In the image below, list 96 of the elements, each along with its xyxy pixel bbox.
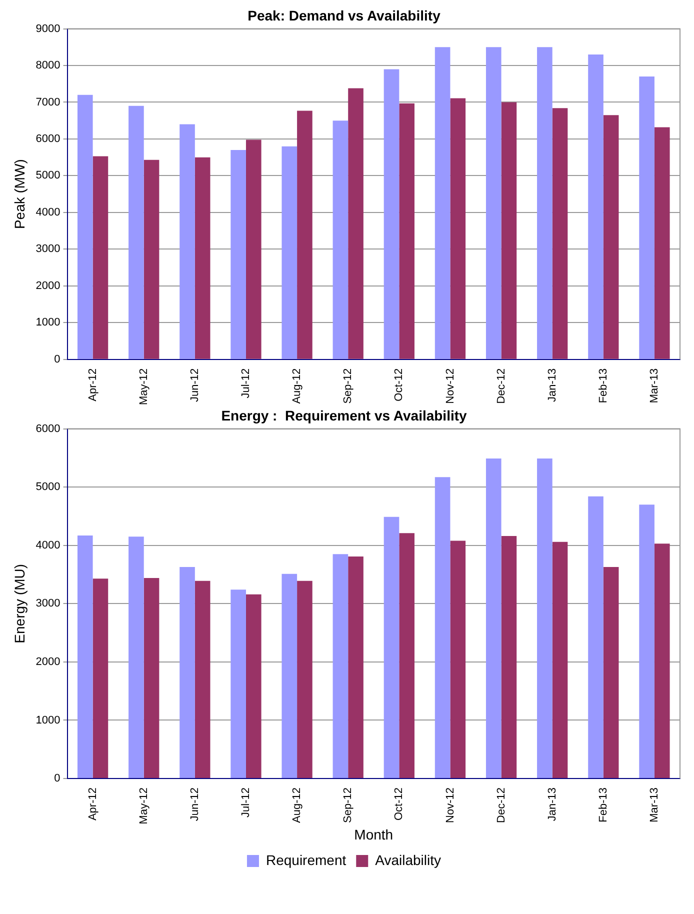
x-tick-label: Mar-13 — [648, 368, 660, 404]
y-tick-label: 7000 — [36, 96, 60, 108]
bar — [144, 160, 160, 359]
y-tick-label: 0 — [54, 772, 60, 785]
bar — [537, 47, 552, 359]
bar — [194, 580, 210, 778]
y-tick-label: 2000 — [36, 280, 60, 292]
bar — [588, 496, 604, 778]
x-tick-label: Sep-12 — [342, 368, 354, 404]
y-axis-title: Energy (MU) — [11, 564, 28, 644]
bar — [77, 94, 93, 359]
bar — [588, 54, 604, 359]
bar — [194, 157, 210, 359]
y-tick-label: 6000 — [36, 133, 60, 146]
y-tick-label: 9000 — [36, 22, 60, 35]
bar — [230, 590, 246, 778]
y-tick-label: 1000 — [36, 316, 60, 329]
y-tick-label: 8000 — [36, 60, 60, 72]
x-tick-label: Apr-12 — [86, 368, 99, 402]
bar — [434, 47, 450, 359]
bar — [332, 554, 348, 778]
bar — [297, 110, 312, 359]
bar — [282, 146, 298, 359]
x-tick-label: Mar-13 — [648, 788, 660, 822]
bar — [180, 124, 195, 359]
x-tick-label: May-12 — [138, 788, 150, 824]
y-tick-label: 6000 — [36, 422, 60, 435]
x-tick-label: Feb-13 — [597, 368, 610, 404]
bar — [552, 108, 568, 359]
bar — [297, 580, 312, 778]
bar — [450, 98, 466, 359]
bar — [77, 535, 93, 778]
x-tick-label: Apr-12 — [86, 788, 99, 821]
y-tick-label: 5000 — [36, 481, 60, 494]
x-tick-label: Jun-12 — [188, 368, 201, 402]
bar — [654, 544, 670, 778]
bar — [384, 69, 400, 359]
x-tick-label: May-12 — [138, 368, 150, 406]
bar — [486, 458, 502, 778]
x-tick-label: Nov-12 — [444, 368, 456, 404]
y-tick-label: 1000 — [36, 714, 60, 726]
bar — [434, 477, 450, 778]
bar — [537, 458, 552, 778]
x-tick-label: Jul-12 — [240, 788, 252, 818]
x-tick-label: Oct-12 — [393, 788, 406, 821]
bar — [639, 76, 654, 359]
bar — [348, 88, 364, 359]
y-tick-label: 3000 — [36, 243, 60, 256]
bar — [282, 574, 298, 778]
bar — [246, 594, 262, 778]
x-tick-label: Nov-12 — [444, 788, 456, 823]
y-tick-label: 2000 — [36, 656, 60, 668]
x-tick-label: Jan-13 — [546, 368, 558, 402]
x-tick-label: Jul-12 — [240, 368, 252, 398]
bar — [603, 115, 619, 359]
chart-title: Energy : Requirement vs Availability — [221, 407, 468, 424]
y-tick-label: 0 — [54, 353, 60, 366]
bar — [348, 556, 364, 778]
x-tick-label: Aug-12 — [291, 788, 304, 824]
x-axis-title: Month — [354, 826, 394, 842]
legend-label: Requirement — [266, 852, 346, 868]
bar — [92, 156, 108, 359]
bar — [128, 536, 144, 778]
bar — [486, 47, 502, 359]
legend-label: Availability — [375, 852, 442, 868]
y-tick-label: 3000 — [36, 598, 60, 610]
y-tick-label: 5000 — [36, 170, 60, 182]
chart-title: Peak: Demand vs Availability — [248, 7, 441, 24]
y-tick-label: 4000 — [36, 539, 60, 552]
bar — [332, 120, 348, 359]
x-tick-label: Jan-13 — [546, 788, 558, 822]
bar — [501, 102, 517, 359]
bar — [501, 536, 517, 778]
bar — [552, 542, 568, 778]
bar — [654, 127, 670, 359]
x-tick-label: Jun-12 — [188, 788, 201, 822]
bar — [639, 504, 654, 778]
bar — [92, 578, 108, 778]
x-tick-label: Aug-12 — [291, 368, 304, 404]
y-axis-title: Peak (MW) — [11, 159, 28, 230]
x-tick-label: Dec-12 — [495, 788, 508, 823]
bar — [230, 150, 246, 359]
x-tick-label: Sep-12 — [342, 788, 354, 824]
bar — [246, 140, 262, 359]
bar — [144, 578, 160, 778]
x-tick-label: Feb-13 — [597, 788, 610, 822]
bar — [128, 106, 144, 359]
bar — [180, 566, 195, 778]
x-tick-label: Oct-12 — [393, 368, 406, 402]
bar — [384, 516, 400, 778]
bar — [399, 533, 414, 778]
bar — [450, 540, 466, 778]
bar — [603, 566, 619, 778]
bar — [399, 103, 414, 359]
x-tick-label: Dec-12 — [495, 368, 508, 404]
y-tick-label: 4000 — [36, 206, 60, 218]
